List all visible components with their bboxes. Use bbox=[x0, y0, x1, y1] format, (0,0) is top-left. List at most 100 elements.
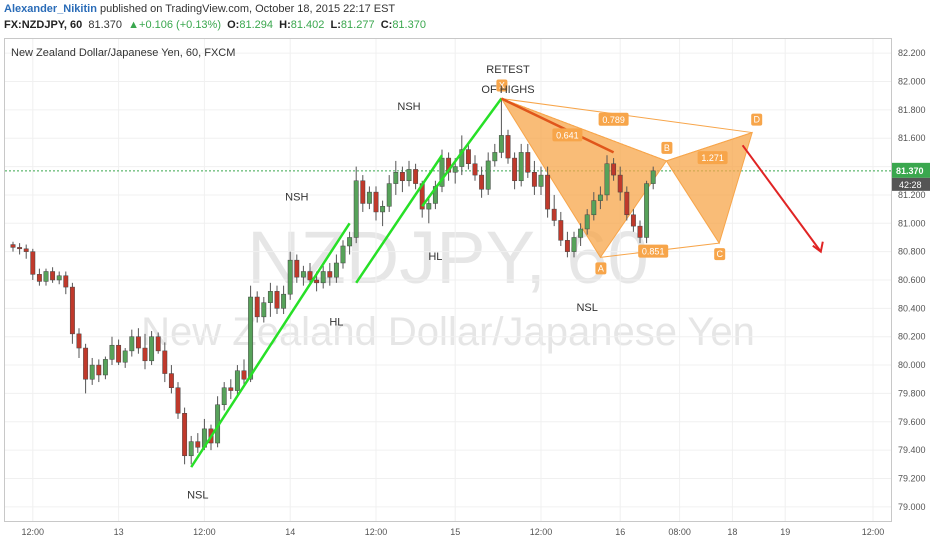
y-tick-label: 80.400 bbox=[898, 303, 926, 313]
symbol-label[interactable]: FX:NZDJPY, 60 bbox=[4, 19, 83, 31]
candle-body bbox=[287, 259, 293, 295]
trend-line bbox=[500, 97, 615, 154]
candle-body bbox=[228, 387, 234, 391]
candle-body bbox=[116, 344, 122, 363]
candle-body bbox=[155, 336, 161, 352]
annotation-label: NSL bbox=[576, 302, 597, 314]
close-value: 81.370 bbox=[392, 19, 426, 31]
ratio-line-xb bbox=[501, 98, 667, 162]
candle-body bbox=[96, 364, 102, 376]
candle-body bbox=[10, 244, 16, 248]
candle-body bbox=[281, 293, 287, 309]
candle-body bbox=[366, 191, 372, 204]
y-axis[interactable]: 82.20082.00081.80081.60081.40081.20081.0… bbox=[892, 48, 930, 512]
candle-body bbox=[439, 157, 445, 187]
y-tick-label: 81.200 bbox=[898, 190, 926, 200]
candle-body bbox=[630, 214, 636, 227]
candle-body bbox=[479, 174, 485, 190]
candle-body bbox=[512, 157, 518, 182]
ratio-label: 0.641 bbox=[556, 130, 579, 140]
candle-body bbox=[109, 344, 115, 360]
price-change: +0.106 (+0.13%) bbox=[139, 19, 221, 31]
y-tick-label: 81.600 bbox=[898, 133, 926, 143]
candle-body bbox=[564, 240, 570, 252]
trend-lines[interactable] bbox=[190, 97, 824, 468]
grid bbox=[5, 39, 891, 521]
candle-body bbox=[327, 271, 333, 278]
candle-body bbox=[538, 174, 544, 187]
x-tick-label: 15 bbox=[450, 527, 460, 537]
candle-body bbox=[347, 237, 353, 247]
candle-body bbox=[135, 336, 141, 349]
countdown-label: 42:28 bbox=[899, 180, 922, 190]
ratio-badge bbox=[598, 112, 629, 126]
candle-body bbox=[241, 370, 247, 380]
author-link[interactable]: Alexander_Nikitin bbox=[4, 3, 97, 15]
candle-body bbox=[43, 271, 49, 282]
candle-body bbox=[63, 275, 69, 288]
forecast-arrowhead bbox=[812, 241, 824, 254]
candle-body bbox=[17, 247, 23, 250]
candle-body bbox=[386, 183, 392, 207]
candle-body bbox=[465, 149, 471, 165]
high-label: H: bbox=[279, 19, 291, 31]
candle-body bbox=[611, 163, 617, 176]
trend-line bbox=[190, 222, 351, 468]
candle-body bbox=[307, 271, 313, 281]
candle-body bbox=[498, 135, 504, 153]
candle-body bbox=[56, 275, 62, 281]
watermark-name: New Zealand Dollar/Japanese Yen bbox=[141, 310, 755, 354]
candle-body bbox=[353, 180, 359, 238]
point-badge bbox=[714, 248, 726, 261]
quote-line: FX:NZDJPY, 60 81.370 ▲+0.106 (+0.13%) O:… bbox=[4, 19, 426, 31]
candle-body bbox=[267, 291, 273, 303]
ratio-label: 0.851 bbox=[642, 247, 665, 257]
harmonic-pattern[interactable] bbox=[500, 97, 753, 259]
y-tick-label: 79.600 bbox=[898, 417, 926, 427]
close-label: C: bbox=[380, 19, 393, 31]
candles bbox=[10, 98, 656, 465]
chart-frame bbox=[4, 38, 892, 522]
point-label: D bbox=[753, 115, 760, 125]
candle-body bbox=[518, 152, 524, 182]
candle-body bbox=[650, 170, 656, 184]
x-tick-label: 13 bbox=[114, 527, 124, 537]
y-tick-label: 80.000 bbox=[898, 360, 926, 370]
y-tick-label: 81.000 bbox=[898, 218, 926, 228]
candle-body bbox=[333, 262, 339, 278]
candle-body bbox=[525, 152, 531, 173]
price-tag bbox=[892, 162, 930, 178]
candle-body bbox=[426, 203, 432, 210]
candle-body bbox=[406, 169, 412, 182]
x-tick-label: 18 bbox=[727, 527, 737, 537]
candle-body bbox=[558, 220, 564, 241]
x-tick-label: 08:00 bbox=[668, 527, 691, 537]
x-axis[interactable]: 12:00 13 12:00 14 12:00 15 12:00 16 08:00 18 19 12:… bbox=[22, 527, 885, 537]
candle-body bbox=[69, 286, 75, 335]
x-tick-label: 16 bbox=[615, 527, 625, 537]
candle-body bbox=[637, 225, 643, 238]
chart-title: New Zealand Dollar/Japanese Yen, 60, FXC… bbox=[11, 47, 235, 59]
candle-body bbox=[300, 271, 306, 278]
candle-body bbox=[142, 347, 148, 362]
y-tick-label: 79.400 bbox=[898, 445, 926, 455]
candle-body bbox=[234, 370, 240, 391]
low-label: L: bbox=[330, 19, 341, 31]
annotation-label: HL bbox=[329, 316, 343, 328]
candle-body bbox=[545, 174, 551, 210]
candle-body bbox=[182, 413, 188, 457]
candle-body bbox=[584, 214, 590, 230]
candle-body bbox=[380, 206, 386, 213]
candle-body bbox=[221, 387, 227, 406]
candle-body bbox=[399, 172, 405, 182]
candle-body bbox=[485, 160, 491, 190]
candle-body bbox=[274, 291, 280, 309]
change-arrow-icon: ▲ bbox=[128, 19, 140, 31]
ratio-badge bbox=[638, 244, 669, 258]
y-tick-label: 79.200 bbox=[898, 473, 926, 483]
point-badge bbox=[496, 79, 508, 92]
candle-body bbox=[604, 163, 610, 196]
published-text: published on TradingView.com, October 18… bbox=[99, 3, 396, 15]
